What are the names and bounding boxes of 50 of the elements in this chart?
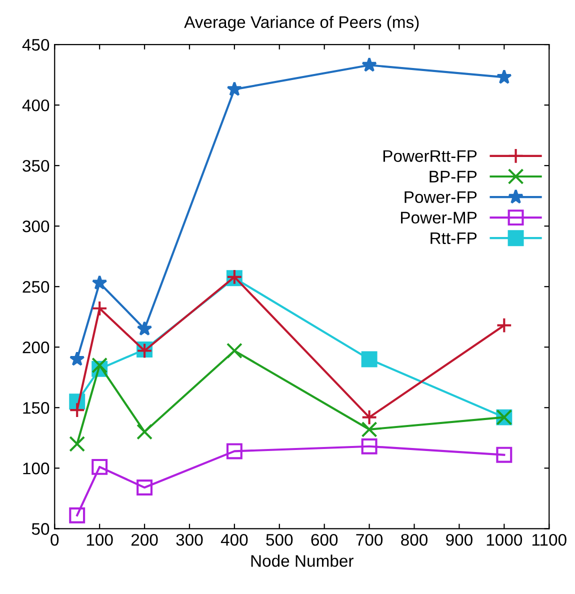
y-tick-label: 50 (32, 523, 50, 535)
y-tick-label: 450 (22, 38, 50, 51)
y-tick-label: 150 (23, 402, 50, 414)
y-tick-label: 400 (22, 99, 50, 112)
point (136, 480, 153, 496)
x-tick-label: 800 (401, 534, 428, 546)
point (496, 69, 512, 84)
point (361, 421, 378, 438)
point (69, 351, 85, 366)
x-tick-label: 200 (131, 534, 158, 546)
legend-label: Power-MP (401, 212, 477, 224)
legend-label: Power-FP (404, 191, 477, 204)
chart-title: Average Variance of Peers (ms) (184, 16, 419, 32)
point (361, 438, 378, 454)
legend-label: PowerRtt-FP (383, 150, 477, 162)
point (69, 507, 86, 524)
point (69, 402, 86, 418)
x-tick-label: 600 (311, 534, 338, 546)
point (136, 320, 152, 336)
point (92, 357, 108, 374)
point (92, 458, 108, 475)
legend-label: BP-FP (430, 170, 477, 182)
y-tick-label: 350 (22, 160, 50, 172)
point (496, 317, 512, 334)
legend-label: Rtt-FP (430, 232, 477, 244)
y-tick-label: 300 (22, 220, 50, 232)
x-tick-label: 700 (356, 534, 383, 546)
x-tick-label: 1000 (486, 534, 522, 546)
x-tick-label: 1100 (532, 534, 566, 546)
point (226, 443, 242, 460)
point (136, 424, 153, 440)
y-tick-label: 250 (22, 281, 50, 293)
point (226, 342, 242, 359)
x-tick-label: 900 (446, 534, 472, 546)
x-tick-label: 100 (86, 534, 113, 546)
point (361, 351, 378, 368)
point (69, 436, 86, 452)
point (496, 446, 512, 463)
point (362, 57, 377, 72)
y-tick-label: 100 (23, 462, 50, 474)
x-tick-label: 500 (266, 534, 293, 546)
point (226, 81, 242, 96)
x-axis-title: Node Number (251, 554, 354, 567)
y-tick-label: 200 (22, 342, 50, 354)
point (361, 409, 378, 426)
x-tick-label: 300 (176, 534, 203, 546)
point (92, 300, 108, 316)
x-tick-label: 0 (50, 534, 59, 546)
x-tick-label: 400 (220, 534, 248, 546)
point (92, 274, 108, 290)
